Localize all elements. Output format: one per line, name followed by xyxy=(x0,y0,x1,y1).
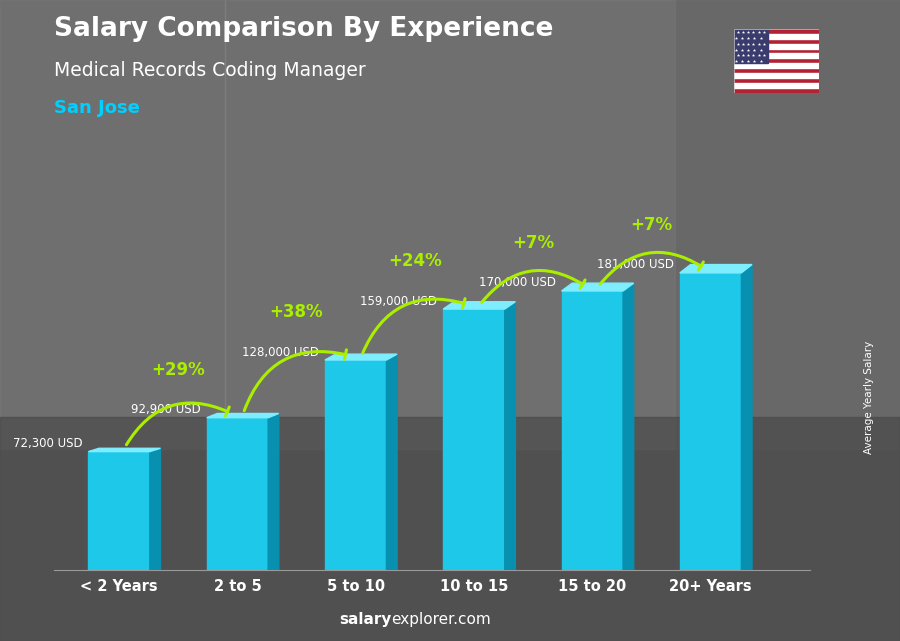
Polygon shape xyxy=(88,448,160,452)
Text: +29%: +29% xyxy=(151,361,205,379)
Text: explorer.com: explorer.com xyxy=(392,612,491,627)
Polygon shape xyxy=(207,413,279,418)
Polygon shape xyxy=(149,448,160,570)
Bar xyxy=(562,291,623,570)
Bar xyxy=(734,63,819,69)
Bar xyxy=(325,360,386,570)
Text: +24%: +24% xyxy=(388,253,442,271)
Text: 170,000 USD: 170,000 USD xyxy=(479,276,555,290)
Text: 159,000 USD: 159,000 USD xyxy=(360,295,437,308)
Bar xyxy=(88,452,149,570)
Polygon shape xyxy=(386,354,397,570)
Polygon shape xyxy=(562,283,634,291)
Text: 128,000 USD: 128,000 USD xyxy=(242,345,319,358)
Text: +38%: +38% xyxy=(270,303,323,321)
Bar xyxy=(675,0,900,449)
Polygon shape xyxy=(443,302,516,309)
Bar xyxy=(734,53,819,58)
Polygon shape xyxy=(623,283,634,570)
Polygon shape xyxy=(505,302,516,570)
Text: 72,300 USD: 72,300 USD xyxy=(13,437,83,450)
Bar xyxy=(680,273,742,570)
Text: 181,000 USD: 181,000 USD xyxy=(597,258,674,271)
Text: salary: salary xyxy=(339,612,392,627)
Polygon shape xyxy=(742,265,752,570)
Bar xyxy=(225,0,675,449)
Polygon shape xyxy=(325,354,397,360)
Text: 92,900 USD: 92,900 USD xyxy=(131,403,201,416)
Bar xyxy=(0,0,225,449)
Polygon shape xyxy=(680,265,752,273)
Text: +7%: +7% xyxy=(512,234,554,253)
Text: +7%: +7% xyxy=(630,216,672,234)
Bar xyxy=(734,73,819,78)
Bar xyxy=(443,309,505,570)
Text: Salary Comparison By Experience: Salary Comparison By Experience xyxy=(54,16,554,42)
Bar xyxy=(0,417,900,641)
Text: Medical Records Coding Manager: Medical Records Coding Manager xyxy=(54,61,365,80)
Bar xyxy=(734,44,819,49)
Bar xyxy=(734,34,819,38)
Polygon shape xyxy=(268,413,279,570)
Bar xyxy=(207,418,268,570)
Text: San Jose: San Jose xyxy=(54,99,140,117)
Bar xyxy=(734,83,819,88)
Text: Average Yearly Salary: Average Yearly Salary xyxy=(863,341,874,454)
Bar xyxy=(734,29,768,63)
